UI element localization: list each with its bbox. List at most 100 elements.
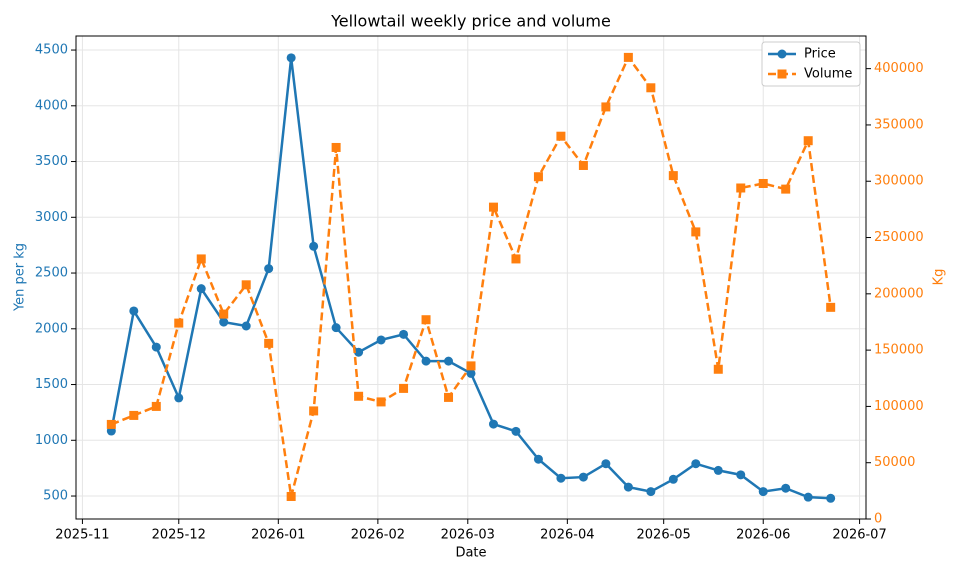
data-point	[556, 131, 566, 141]
x-tick-label: 2026-03	[441, 528, 495, 543]
series-line	[110, 57, 831, 500]
x-tick-label: 2026-07	[832, 528, 886, 543]
x-tick-label: 2026-01	[251, 528, 305, 543]
y-tick-label: 4500	[35, 43, 68, 58]
x-tick-label: 2026-06	[736, 528, 790, 543]
data-point	[219, 317, 229, 327]
y2-tick-label: 200000	[874, 286, 924, 301]
data-point	[241, 321, 251, 331]
data-point	[354, 391, 364, 401]
data-point	[151, 342, 161, 352]
data-point	[646, 83, 656, 93]
data-point	[219, 309, 229, 319]
data-point	[196, 254, 206, 264]
data-point	[578, 472, 588, 482]
y2-tick-label: 100000	[874, 399, 924, 414]
legend-label: Price	[804, 47, 836, 62]
data-point	[174, 318, 184, 328]
data-point	[511, 254, 521, 264]
legend-marker	[777, 69, 787, 79]
y2-tick-label: 150000	[874, 343, 924, 358]
data-point	[646, 487, 656, 497]
data-point	[466, 368, 476, 378]
x-tick-label: 2025-11	[55, 528, 109, 543]
data-point	[511, 426, 521, 436]
data-point	[286, 491, 296, 501]
data-point	[264, 338, 274, 348]
data-point	[444, 392, 454, 402]
data-point	[601, 459, 611, 469]
data-point	[421, 356, 431, 366]
data-point	[803, 492, 813, 502]
data-point	[129, 306, 139, 316]
data-point	[241, 280, 251, 290]
data-point	[623, 482, 633, 492]
data-point	[421, 315, 431, 325]
x-tick-label: 2025-12	[152, 528, 206, 543]
data-point	[309, 241, 319, 251]
y2-tick-label: 250000	[874, 230, 924, 245]
y2-tick-label: 50000	[874, 455, 915, 470]
data-point	[668, 474, 678, 484]
data-point	[758, 487, 768, 497]
y2-tick-label: 400000	[874, 61, 924, 76]
y-axis-label: Yen per kg	[13, 243, 28, 312]
data-point	[151, 401, 161, 411]
y2-axis-label: Kg	[932, 269, 947, 286]
data-point	[623, 52, 633, 62]
y-tick-label: 500	[43, 489, 68, 504]
x-tick-label: 2026-02	[351, 528, 405, 543]
y-tick-label: 1500	[35, 377, 68, 392]
data-point	[556, 473, 566, 483]
data-point	[601, 102, 611, 112]
y-tick-label: 2000	[35, 321, 68, 336]
data-point	[399, 383, 409, 393]
y2-tick-label: 350000	[874, 117, 924, 132]
data-point	[758, 178, 768, 188]
data-point	[691, 459, 701, 469]
data-point	[376, 335, 386, 345]
y-tick-label: 2500	[35, 266, 68, 281]
data-point	[444, 356, 454, 366]
data-point	[196, 284, 206, 294]
data-point	[713, 364, 723, 374]
data-point	[174, 393, 184, 403]
data-point	[466, 361, 476, 371]
data-point	[376, 397, 386, 407]
data-point	[331, 142, 341, 152]
data-point	[286, 53, 296, 63]
data-point	[129, 410, 139, 420]
data-point	[309, 406, 319, 416]
legend-marker	[777, 49, 787, 59]
legend-label: Volume	[804, 67, 852, 82]
data-point	[826, 493, 836, 503]
data-point	[533, 172, 543, 182]
y-tick-label: 3500	[35, 154, 68, 169]
y-tick-label: 4000	[35, 98, 68, 113]
legend: Price Volume	[761, 41, 861, 87]
y-tick-label: 3000	[35, 210, 68, 225]
x-tick-label: 2026-04	[540, 528, 594, 543]
data-point	[488, 202, 498, 212]
chart-title: Yellowtail weekly price and volume	[330, 12, 611, 31]
plot-frame	[75, 35, 867, 520]
data-point	[488, 419, 498, 429]
x-axis-label: Date	[455, 546, 486, 561]
data-point	[668, 171, 678, 181]
data-point	[106, 419, 116, 429]
data-point	[826, 302, 836, 312]
data-point	[691, 227, 701, 237]
data-point	[578, 160, 588, 170]
data-point	[713, 465, 723, 475]
y2-tick-label: 300000	[874, 174, 924, 189]
data-point	[781, 184, 791, 194]
data-point	[354, 347, 364, 357]
y-tick-label: 1000	[35, 433, 68, 448]
x-tick-label: 2026-05	[637, 528, 691, 543]
data-point	[736, 470, 746, 480]
data-point	[533, 454, 543, 464]
data-point	[781, 483, 791, 493]
data-point	[331, 323, 341, 333]
data-point	[399, 329, 409, 339]
